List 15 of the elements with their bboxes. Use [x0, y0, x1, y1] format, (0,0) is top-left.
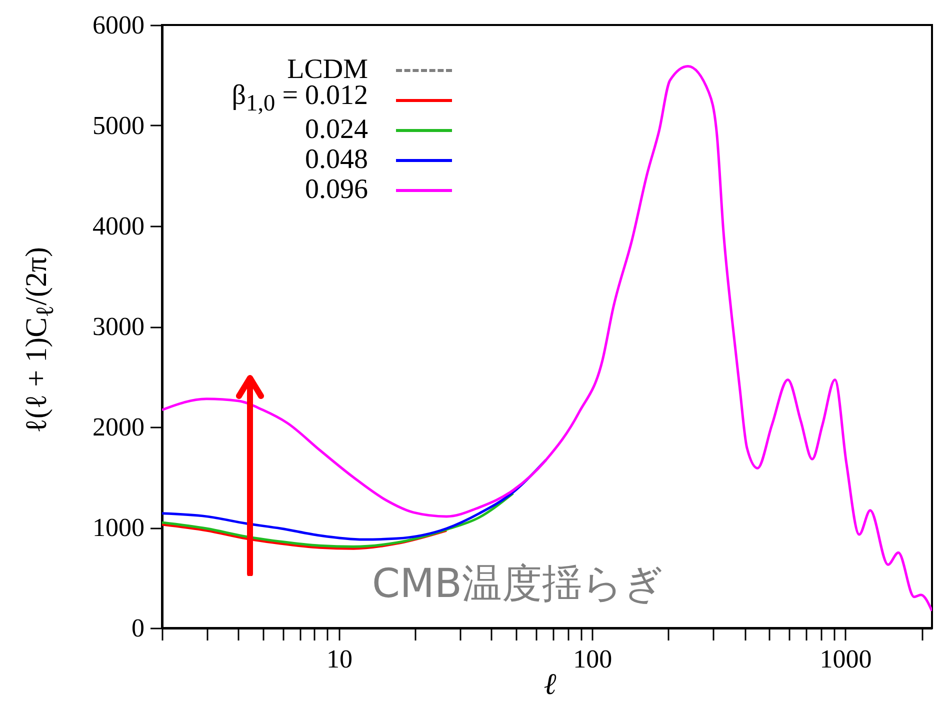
- legend-label: 0.048: [305, 144, 368, 175]
- y-tick-label: 4000: [92, 212, 144, 240]
- y-tick-label: 2000: [92, 412, 144, 442]
- x-tick-label: 100: [573, 644, 612, 674]
- legend-label: 0.024: [305, 114, 368, 145]
- x-tick-label: 1000: [820, 644, 872, 674]
- y-tick-label: 5000: [92, 111, 144, 140]
- y-tick-label: 1000: [92, 513, 144, 542]
- x-axis-title: ℓ: [544, 668, 556, 702]
- y-tick-label: 6000: [92, 10, 144, 40]
- y-tick-label: 3000: [92, 312, 144, 341]
- x-tick-label: 10: [326, 644, 352, 674]
- legend-label: 0.096: [305, 174, 368, 205]
- annotation: CMB温度揺らぎ: [372, 560, 664, 609]
- y-tick-label: 0: [132, 614, 144, 642]
